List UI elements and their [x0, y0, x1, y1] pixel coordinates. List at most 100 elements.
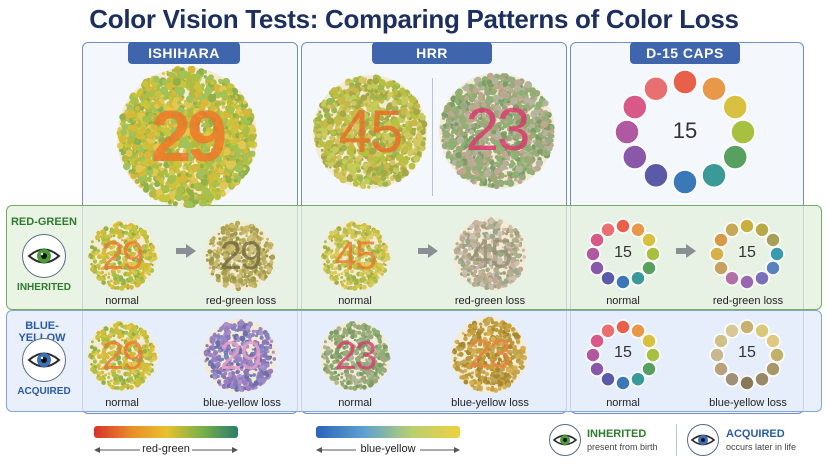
plate-dot	[239, 156, 244, 161]
plate-dot	[154, 91, 162, 98]
plate-dot	[257, 273, 262, 278]
plate-dot	[350, 269, 354, 274]
plate-dot	[123, 162, 131, 171]
plate-dot	[368, 121, 373, 126]
plate-dot	[472, 87, 478, 93]
plate-dot	[397, 137, 403, 143]
plate-dot	[343, 100, 351, 108]
plate-dot	[326, 98, 334, 106]
plate-dot	[417, 151, 422, 156]
plate-dot	[325, 155, 331, 161]
plate-dot	[152, 75, 160, 83]
plate-dot	[359, 265, 364, 269]
plate-dot	[226, 119, 235, 128]
plate-dot	[168, 123, 173, 128]
plate-dot	[133, 239, 138, 243]
plate-dot	[360, 112, 369, 120]
plate-dot	[350, 234, 355, 240]
plate-dot	[253, 276, 256, 280]
plate-dot	[371, 82, 379, 90]
plate-dot	[360, 248, 365, 253]
plate-dot	[370, 94, 376, 100]
plate-dot	[452, 105, 455, 109]
plate-dot	[346, 223, 351, 228]
plate-dot	[341, 232, 345, 236]
plate-dot	[343, 279, 346, 283]
plate-dot	[537, 143, 545, 150]
plate-dot	[487, 122, 495, 130]
plate-dot	[138, 265, 143, 271]
plate-dot	[374, 177, 381, 183]
plate-dot	[322, 153, 325, 156]
plate-dot	[93, 247, 98, 252]
plate-dot	[346, 174, 354, 182]
plate-dot	[182, 165, 187, 170]
plate-dot	[528, 165, 532, 169]
plate-dot	[494, 155, 499, 160]
plate-dot	[354, 156, 361, 162]
plate-dot	[356, 224, 361, 229]
plate-dot	[377, 95, 383, 101]
plate-dot	[333, 237, 337, 241]
plate-dot	[335, 259, 339, 263]
plate-dot	[405, 120, 409, 125]
plate-dot	[208, 116, 217, 126]
plate-dot	[510, 159, 514, 164]
plate-dot	[171, 90, 177, 97]
plate-dot	[140, 271, 145, 276]
plate-dot	[248, 250, 253, 255]
plate-dot	[177, 113, 182, 118]
plate-dot	[223, 245, 228, 250]
plate-dot	[265, 254, 269, 258]
plate-dot	[135, 164, 143, 173]
plate-dot	[369, 281, 375, 286]
plate-dot	[232, 241, 238, 247]
plate-dot	[102, 259, 106, 263]
plate-dot	[148, 252, 153, 257]
plate-dot	[352, 175, 357, 180]
plate-dot	[228, 240, 234, 246]
plate-dot	[322, 132, 328, 138]
plate-dot	[489, 155, 493, 159]
plate-dot	[127, 125, 132, 130]
plate-dot	[124, 230, 129, 235]
plate-dot	[366, 239, 371, 243]
plate-dot	[224, 257, 229, 262]
plate-dot	[266, 237, 269, 241]
hrr-plate-23	[439, 72, 555, 190]
plate-dot	[237, 259, 241, 263]
plate-dot	[492, 94, 500, 102]
plate-dot	[330, 94, 333, 98]
plate-dot	[228, 260, 232, 264]
plate-dot	[408, 148, 415, 155]
plate-dot	[365, 103, 368, 106]
plate-dot	[222, 282, 228, 288]
plate-dot	[359, 283, 363, 287]
plate-dot	[520, 139, 526, 146]
plate-dot	[167, 78, 172, 84]
plate-dot	[496, 150, 502, 156]
plate-dot	[147, 165, 152, 171]
plate-dot	[365, 127, 369, 130]
plate-dot	[353, 238, 357, 242]
plate-dot	[489, 88, 497, 96]
plate-dot	[357, 132, 362, 136]
plate-dot	[481, 178, 485, 182]
plate-dot	[251, 284, 255, 288]
plate-dot	[139, 278, 145, 284]
plate-dot	[504, 115, 512, 123]
plate-dot	[541, 141, 546, 145]
plate-dot	[346, 250, 351, 255]
plate-dot	[348, 285, 353, 290]
plate-dot	[205, 76, 210, 82]
plate-dot	[226, 271, 230, 275]
plate-dot	[230, 233, 234, 237]
plate-dot	[142, 245, 146, 248]
plate-dot	[460, 95, 465, 99]
plate-dot	[221, 270, 227, 276]
plate-dot	[328, 237, 331, 241]
plate-dot	[243, 126, 251, 134]
plate-dot	[371, 116, 379, 123]
plate-dot	[372, 252, 376, 255]
plate-dot	[360, 240, 364, 245]
